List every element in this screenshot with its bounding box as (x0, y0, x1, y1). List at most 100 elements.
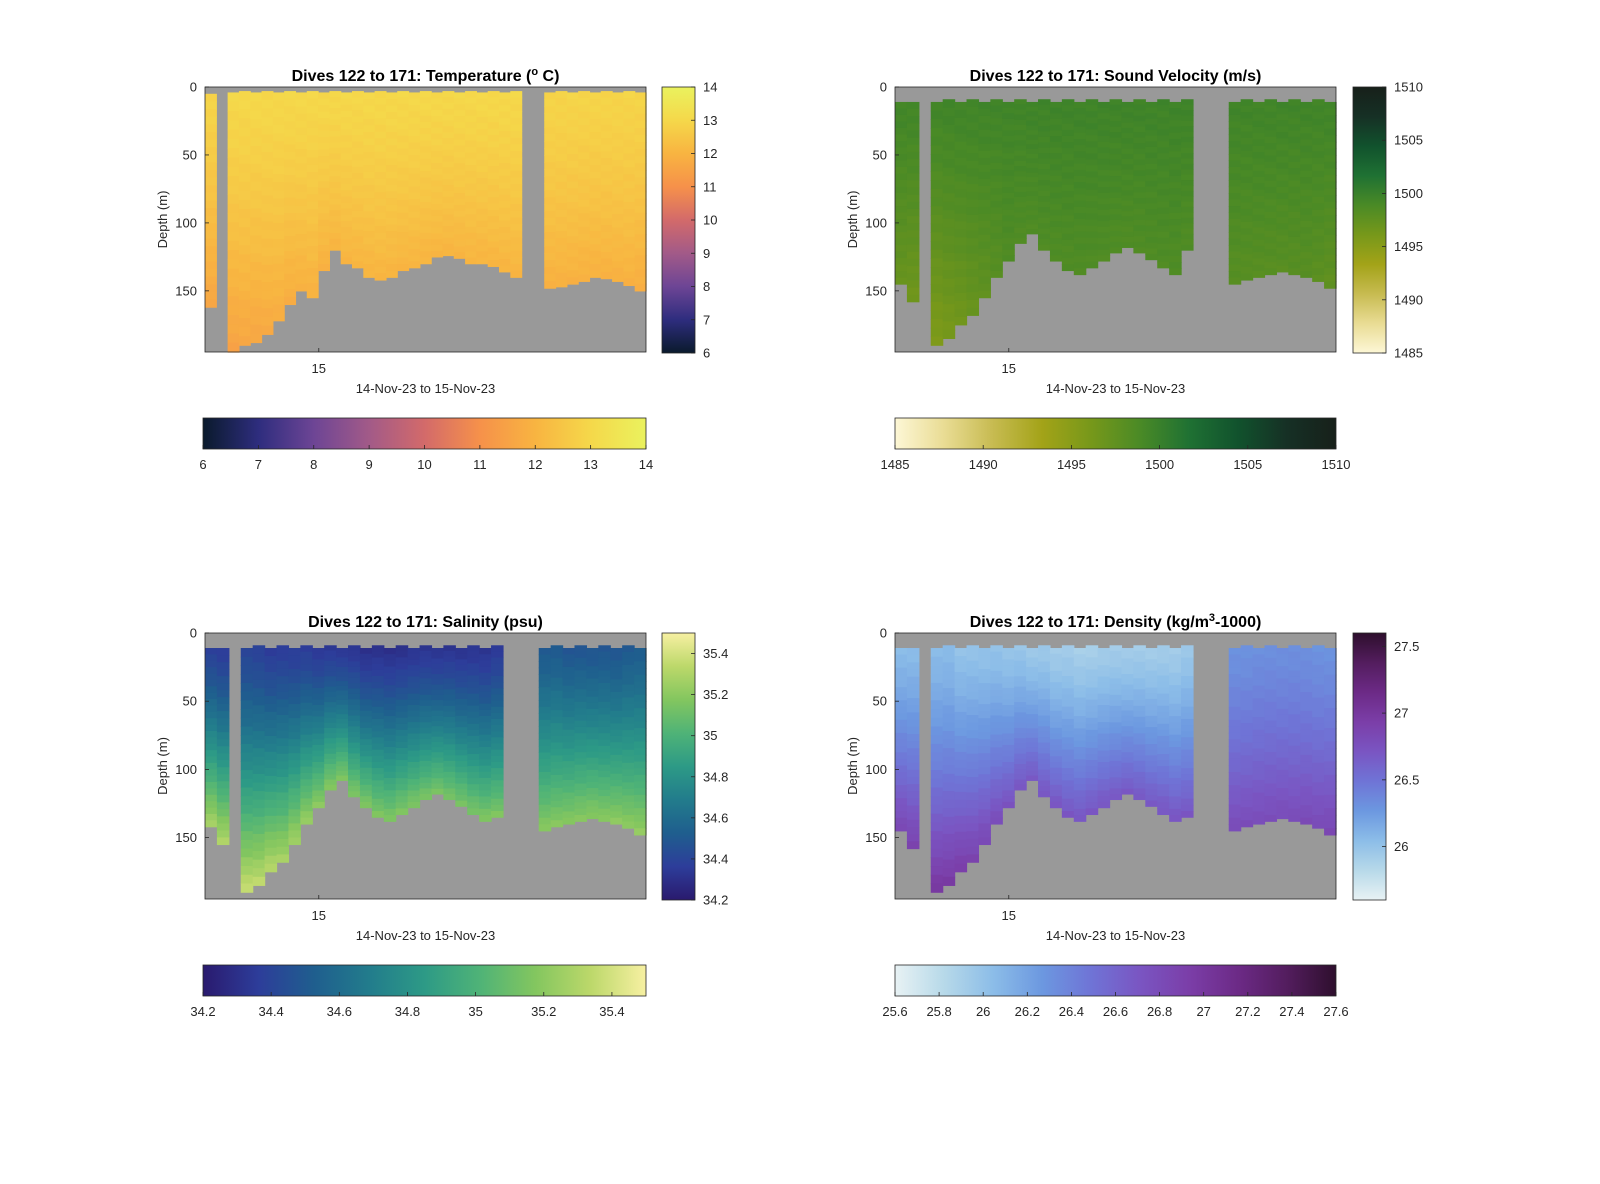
data-cell (499, 182, 511, 190)
data-cell (1157, 705, 1170, 713)
data-cell (990, 772, 1003, 780)
data-cell (499, 118, 511, 126)
data-cell (227, 101, 240, 112)
data-cell (324, 779, 337, 786)
data-cell (895, 251, 908, 259)
data-cell (216, 725, 230, 733)
data-cell (990, 721, 1003, 729)
data-cell (634, 212, 647, 221)
data-cell (374, 273, 387, 281)
data-cell (374, 219, 387, 227)
data-cell (634, 283, 647, 292)
data-cell (990, 150, 1003, 158)
data-cell (1169, 225, 1182, 232)
data-cell (1002, 648, 1015, 655)
data-cell (272, 198, 285, 208)
y-axis-label: Depth (m) (155, 737, 170, 795)
data-cell (623, 174, 636, 182)
data-cell (966, 176, 980, 185)
data-cell (1324, 688, 1337, 696)
data-cell (205, 276, 217, 285)
data-cell (1252, 245, 1266, 253)
dive-column (1038, 645, 1051, 798)
data-cell (324, 645, 337, 652)
data-cell (930, 717, 944, 728)
data-cell (1169, 759, 1182, 767)
data-cell (442, 179, 455, 186)
data-cell (455, 693, 468, 700)
hcolorbar-tick-label: 1485 (881, 457, 910, 472)
data-cell (419, 103, 432, 111)
data-cell (1228, 114, 1242, 123)
dive-column (942, 99, 956, 340)
dive-column (1097, 101, 1111, 262)
data-cell (586, 666, 599, 673)
data-cell (895, 811, 908, 819)
data-cell (1276, 714, 1289, 722)
data-cell (1312, 190, 1325, 198)
data-cell (312, 693, 325, 700)
data-cell (930, 874, 944, 885)
data-cell (574, 808, 588, 816)
data-cell (374, 192, 387, 200)
data-cell (348, 672, 361, 679)
data-cell (1038, 677, 1051, 684)
data-cell (1276, 733, 1289, 740)
data-cell (1026, 172, 1039, 178)
data-cell (284, 205, 297, 214)
dive-column (1264, 645, 1278, 822)
data-cell (227, 185, 240, 196)
data-cell (586, 721, 599, 728)
data-cell (1240, 157, 1254, 165)
data-cell (1145, 755, 1158, 762)
data-cell (205, 93, 217, 103)
data-cell (250, 244, 263, 254)
data-cell (612, 200, 624, 208)
data-cell (261, 108, 274, 118)
data-cell (1085, 135, 1099, 142)
data-cell (550, 787, 564, 795)
data-cell (954, 125, 968, 135)
data-cell (1288, 149, 1301, 157)
data-cell (374, 239, 387, 247)
data-cell (634, 184, 647, 193)
data-cell (612, 105, 624, 114)
data-cell (550, 774, 564, 782)
dive-column (1014, 645, 1027, 791)
data-cell (1228, 186, 1242, 194)
data-cell (1026, 718, 1039, 725)
data-cell (1252, 817, 1266, 825)
data-cell (1264, 733, 1278, 741)
data-cell (1097, 192, 1111, 200)
data-cell (465, 91, 477, 98)
data-cell (634, 728, 647, 736)
data-cell (1181, 712, 1194, 720)
data-cell (954, 316, 968, 326)
dive-column (574, 645, 588, 822)
data-cell (288, 725, 301, 733)
data-cell (1026, 723, 1039, 729)
data-cell (419, 239, 432, 246)
data-cell (1228, 687, 1242, 695)
data-cell (1085, 735, 1099, 743)
data-cell (600, 131, 613, 139)
data-cell (476, 190, 489, 197)
data-cell (589, 224, 602, 232)
data-cell (1264, 764, 1278, 772)
data-cell (284, 91, 297, 100)
data-cell (476, 171, 489, 179)
data-cell (395, 766, 409, 773)
data-cell (978, 108, 991, 117)
data-cell (1002, 238, 1015, 245)
data-cell (1133, 760, 1146, 767)
data-cell (1061, 694, 1075, 702)
data-cell (1300, 729, 1313, 737)
data-cell (383, 678, 397, 686)
data-cell (499, 111, 511, 119)
data-cell (942, 107, 956, 117)
data-cell (1312, 216, 1325, 224)
data-cell (300, 677, 313, 685)
data-cell (431, 752, 444, 759)
data-cell (419, 755, 433, 762)
